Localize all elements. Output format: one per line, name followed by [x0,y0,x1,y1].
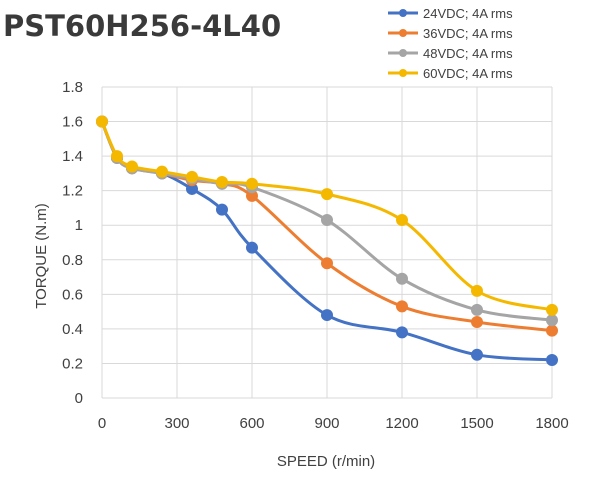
data-point [546,353,558,366]
x-tick-label: 600 [239,415,264,432]
x-tick-label: 1200 [385,415,418,432]
series-layer [96,115,558,366]
data-point [396,326,408,339]
legend-label: 48VDC; 4A rms [423,46,513,61]
y-tick-label: 1.4 [62,148,83,165]
y-tick-label: 0.8 [62,252,83,269]
x-tick-label: 0 [98,415,106,432]
data-point [96,115,108,128]
data-point [546,314,558,327]
legend-item: 24VDC; 4A rms [388,6,513,21]
y-tick-label: 0.6 [62,286,83,303]
legend-item: 36VDC; 4A rms [388,26,513,41]
legend-label: 36VDC; 4A rms [423,26,513,41]
x-axis-label: SPEED (r/min) [277,453,375,470]
y-tick-label: 0.4 [62,321,83,338]
data-point [396,272,408,285]
legend-label: 24VDC; 4A rms [423,6,513,21]
data-point [546,324,558,337]
y-tick-label: 0.2 [62,355,83,372]
series-3 [96,115,558,316]
data-point [111,150,123,163]
data-point [246,189,258,202]
data-point [216,203,228,216]
data-point [471,348,483,361]
y-tick-label: 0 [75,390,83,407]
x-tick-label: 1500 [460,415,493,432]
grid-layer [101,86,553,399]
legend: 24VDC; 4A rms 36VDC; 4A rms 48VDC; 4A rms 6… [388,6,513,81]
y-tick-label: 1 [75,217,83,234]
data-point [546,303,558,316]
chart-title: PST60H256-4L40 [3,9,281,43]
legend-swatch-marker [399,29,407,37]
data-point [246,177,258,190]
y-tick-label: 1.8 [62,79,83,96]
data-point [321,309,333,322]
legend-item: 60VDC; 4A rms [388,66,513,81]
data-point [471,284,483,297]
legend-item: 48VDC; 4A rms [388,46,513,61]
data-point [321,214,333,227]
y-tick-label: 1.6 [62,114,83,131]
y-axis-label: TORQUE (N.m) [33,203,50,309]
legend-swatch-marker [399,69,407,77]
legend-swatch-marker [399,49,407,57]
y-tick-label: 1.2 [62,183,83,200]
axis-layer: 0 300 600 900 1200 1500 1800 0 0.2 0.4 0.6 0.8 1 1.2 1… [62,79,569,432]
x-tick-label: 1800 [535,415,568,432]
legend-swatch-marker [399,9,407,17]
data-point [471,315,483,328]
x-tick-label: 300 [164,415,189,432]
data-point [216,176,228,189]
data-point [396,214,408,227]
data-point [471,303,483,316]
legend-label: 60VDC; 4A rms [423,66,513,81]
data-point [126,160,138,173]
x-tick-label: 900 [314,415,339,432]
data-point [396,300,408,313]
data-point [186,170,198,183]
data-point [156,165,168,178]
data-point [321,188,333,201]
data-point [186,182,198,195]
data-point [246,241,258,254]
data-point [321,257,333,270]
